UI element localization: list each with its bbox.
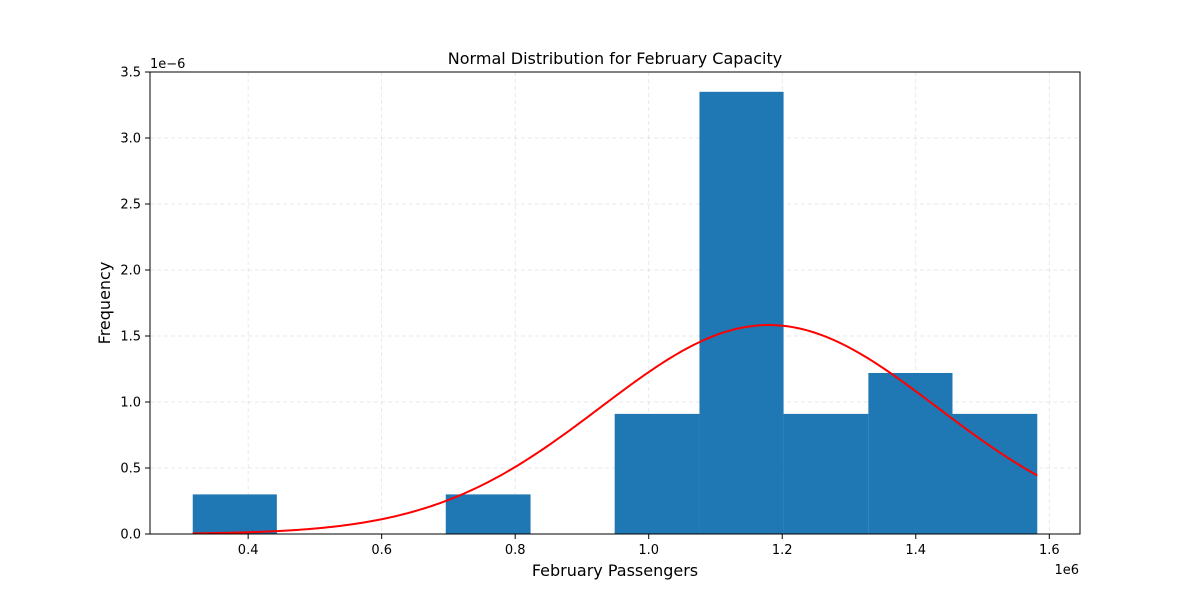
x-tick-label-1: 0.6 [371,543,392,558]
x-tick-label-0: 0.4 [238,543,259,558]
y-tick-label-2: 1.0 [120,396,141,411]
y-tick-label-3: 1.5 [120,330,141,345]
plot-frame [149,71,1081,535]
histogram-bar-5 [614,413,700,534]
y-axis-title: Frequency [95,262,114,345]
x-tick-label-3: 1.0 [638,543,659,558]
y-tick-label-5: 2.5 [120,198,141,213]
y-tick-label-0: 0.0 [120,528,141,543]
x-tick-label-5: 1.4 [905,543,926,558]
histogram-bar-7 [783,413,869,534]
x-tick-label-4: 1.2 [772,543,793,558]
normal-distribution-curve [192,324,1038,535]
x-tick-label-6: 1.6 [1039,543,1060,558]
x-axis-ticks: 0.4 0.6 0.8 1.0 1.2 1.4 1.6 [238,534,1060,558]
x-axis-offset-label: 1e6 [1054,563,1079,578]
chart-title: Normal Distribution for February Capacit… [448,49,782,68]
y-tick-label-6: 3.0 [120,132,141,147]
y-tick-label-4: 2.0 [120,264,141,279]
y-tick-label-7: 3.5 [120,66,141,81]
histogram-bars [192,91,1038,535]
histogram-bar-9 [952,413,1038,534]
x-tick-label-2: 0.8 [505,543,526,558]
histogram-bar-0 [192,494,277,534]
y-axis-offset-label: 1e−6 [150,57,185,72]
y-axis-ticks: 0.0 0.5 1.0 1.5 2.0 2.5 3.0 3.5 [120,66,150,543]
histogram-bar-6 [699,91,784,535]
x-axis-title: February Passengers [532,561,698,580]
histogram-bar-8 [868,372,953,534]
histogram-bar-3 [445,494,531,534]
y-tick-label-1: 0.5 [120,462,141,477]
